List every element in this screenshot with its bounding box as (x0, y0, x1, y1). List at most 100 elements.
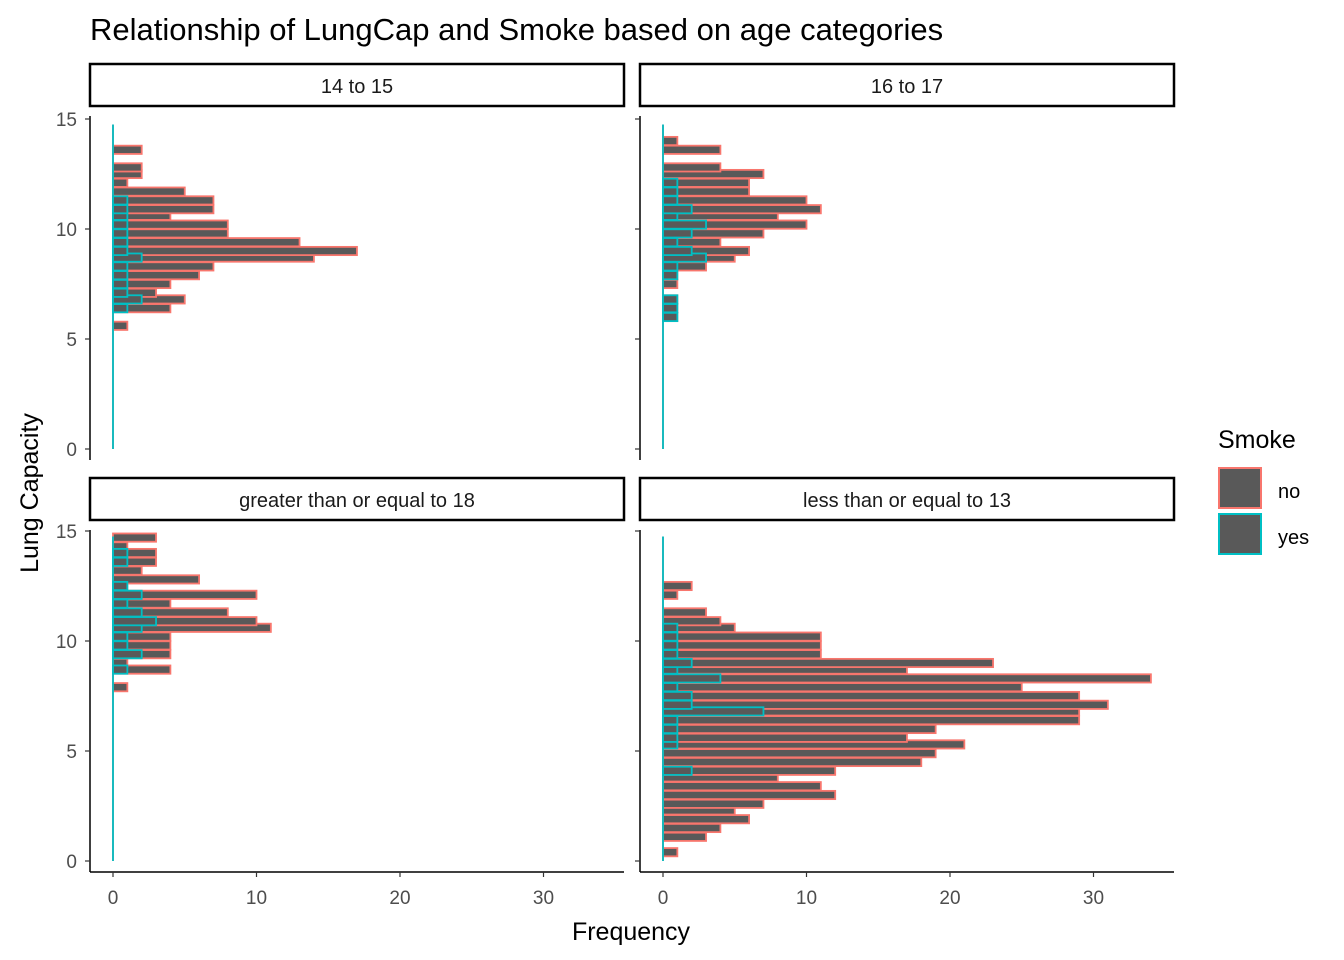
bar-yes (112, 616, 157, 627)
strip-label: less than or equal to 13 (803, 490, 1011, 512)
x-axis-title: Frequency (572, 918, 691, 946)
bar-no (662, 195, 808, 206)
bar-no (662, 631, 822, 642)
bar-yes (112, 237, 129, 248)
strip-box (88, 476, 626, 522)
bar-no (662, 607, 707, 618)
bar-no (662, 589, 679, 600)
bar-yes (112, 261, 129, 272)
bar-yes (662, 270, 679, 281)
bar-yes (662, 723, 679, 735)
bar-yes (112, 278, 129, 290)
bar-yes (662, 622, 679, 633)
y-tick-label: 10 (56, 632, 77, 653)
bar-no (112, 245, 358, 257)
y-tick-label: 0 (66, 440, 77, 461)
bar-no (112, 228, 229, 239)
panel-16-to-17: 16 to 17 (635, 62, 1176, 460)
bar-yes (112, 204, 129, 215)
bar-no (662, 135, 679, 147)
bar-yes (112, 607, 143, 618)
bar-no (112, 320, 129, 331)
bar-yes (112, 270, 129, 281)
bar-no (112, 565, 143, 576)
bar-yes (112, 664, 129, 675)
legend-key-yes (1218, 513, 1262, 555)
x-tick-label: 0 (658, 888, 669, 909)
bar-no (662, 798, 765, 809)
bar-no (662, 640, 822, 651)
bar-yes (662, 765, 693, 776)
strip-label: 16 to 17 (871, 76, 943, 98)
bar-no (662, 831, 707, 842)
bar-yes (112, 287, 129, 298)
y-tick-label: 0 (66, 852, 77, 873)
bar-yes (112, 598, 129, 609)
y-tick-label: 10 (56, 220, 77, 241)
bar-no (662, 789, 837, 801)
bar-no (662, 682, 1023, 693)
bar-yes (662, 186, 679, 197)
bar-no (112, 186, 186, 197)
bar-no (112, 532, 157, 543)
bar-no (662, 822, 722, 834)
bar-no (662, 781, 822, 792)
bar-yes (662, 640, 679, 651)
bar-yes (662, 682, 679, 693)
legend-key-no (1218, 467, 1262, 509)
y-axis-title: Lung Capacity (16, 413, 44, 573)
panel-greater-than-or-equal-to-18: greater than or equal to 18 0 5 10 15 0 10 20 30 (56, 476, 626, 909)
bar-no (662, 657, 994, 669)
bar-no (112, 144, 143, 155)
bar-no (662, 732, 908, 743)
bar-no (662, 723, 937, 735)
panel-14-to-15: 14 to 15 0 5 10 15 (56, 62, 626, 461)
bar-yes (662, 237, 679, 248)
bar-yes (662, 177, 679, 188)
panel-less-than-or-equal-to-13: less than or equal to 13 0 10 20 30 (635, 476, 1176, 909)
bar-yes (112, 547, 129, 559)
bar-yes (662, 649, 679, 660)
bar-yes (112, 640, 129, 651)
bar-no (112, 162, 143, 173)
bar-no (662, 690, 1081, 702)
bar-no (662, 847, 679, 858)
bar-yes (112, 303, 129, 314)
strip-label: greater than or equal to 18 (239, 490, 475, 512)
bar-no (662, 580, 693, 592)
strip-box (88, 62, 626, 108)
bar-no (662, 649, 822, 660)
bar-yes (662, 294, 679, 305)
bar-yes (112, 195, 129, 206)
x-tick-label: 0 (108, 888, 119, 909)
bar-yes (112, 589, 143, 600)
bar-yes (662, 732, 679, 743)
bar-yes (662, 204, 693, 215)
y-tick-label: 5 (66, 330, 77, 351)
bar-yes (662, 195, 679, 206)
legend-label-yes: yes (1278, 527, 1309, 549)
bar-no (112, 682, 129, 693)
x-tick-label: 10 (796, 888, 817, 909)
bar-no (112, 177, 129, 188)
bar-yes (662, 699, 693, 710)
strip-box (638, 476, 1176, 522)
bar-yes (112, 219, 129, 230)
x-tick-label: 20 (939, 888, 960, 909)
legend-title: Smoke (1218, 426, 1296, 454)
bar-yes (662, 657, 693, 669)
chart-title: Relationship of LungCap and Smoke based … (90, 12, 943, 47)
bar-no (662, 715, 1081, 726)
bar-yes (112, 649, 143, 660)
y-tick-label: 15 (56, 110, 77, 131)
bar-yes (662, 631, 679, 642)
bar-no (112, 237, 301, 248)
bar-yes (662, 311, 679, 323)
legend-label-no: no (1278, 481, 1300, 503)
bar-no (112, 219, 229, 230)
x-tick-label: 30 (533, 888, 554, 909)
bar-yes (662, 303, 679, 314)
y-tick-label: 15 (56, 522, 77, 543)
bar-no (662, 748, 937, 759)
